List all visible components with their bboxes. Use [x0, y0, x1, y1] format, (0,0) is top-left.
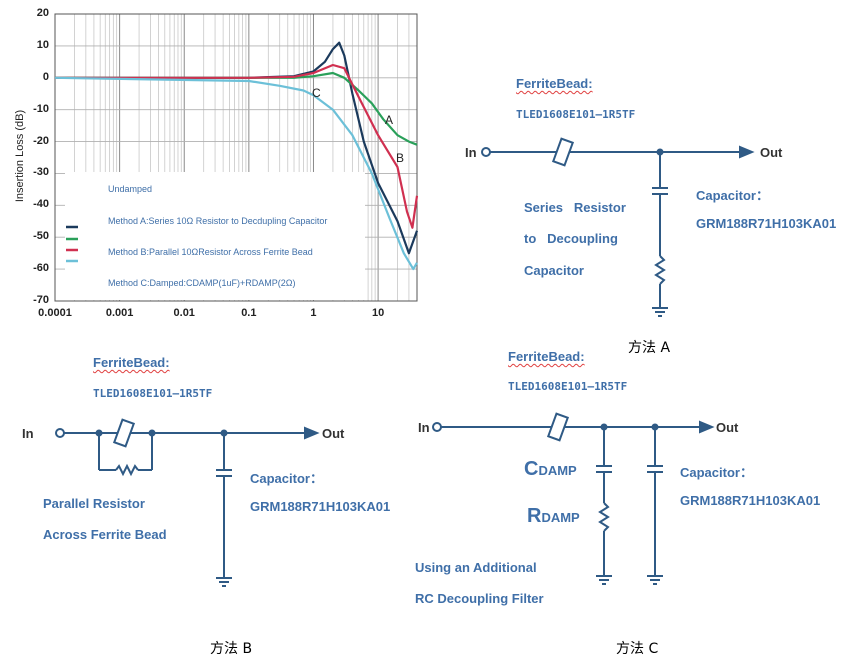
- circuit-c-caption: 方法 C: [616, 641, 659, 657]
- circuit-c-part: TLED1608E101—1R5TF: [508, 380, 628, 393]
- series-line-2: [55, 63, 419, 229]
- circuit-b-caption: 方法 B: [210, 641, 253, 657]
- legend-entry-method-b: Method B:Parallel 10ΩResistor Across Fer…: [108, 247, 313, 257]
- circuit-c-cap-part: GRM188R71H103KA01: [680, 493, 821, 508]
- circuit-c-out-arrow: [699, 420, 715, 434]
- chart-series: [54, 41, 419, 271]
- circuit-c-out-label: Out: [716, 420, 739, 435]
- circuit-c-in-terminal: [432, 422, 442, 432]
- circuit-b-resistor: [115, 463, 139, 477]
- circuit-b-out-arrow: [304, 426, 320, 440]
- circuit-a-desc-3: Capacitor: [524, 263, 584, 278]
- circuit-a-desc-1: Series Resistor: [524, 200, 626, 215]
- circuit-c-cap-label: Capacitor：: [680, 465, 753, 480]
- x-tick-label: 10: [371, 307, 385, 319]
- circuit-b-out-label: Out: [322, 426, 345, 441]
- y-tick-label: -40: [33, 198, 49, 211]
- x-tick-label: 1: [310, 307, 317, 319]
- circuit-a-in-label: In: [465, 145, 477, 160]
- y-tick-label: 0: [42, 70, 49, 83]
- circuit-c-cdamp-label: CDAMP: [524, 458, 577, 481]
- y-tick-label: 10: [36, 38, 49, 51]
- circuit-b-ferrite-bead: [112, 418, 136, 448]
- circuit-a-out-arrow: [739, 145, 755, 159]
- chart-legend: [65, 172, 365, 300]
- circuit-c-rdamp-label: RDAMP: [527, 505, 580, 528]
- series-line-3: [54, 76, 418, 271]
- circuit-b-cap-part: GRM188R71H103KA01: [250, 499, 391, 514]
- y-tick-label: -10: [33, 102, 49, 115]
- circuit-b-cap-label: Capacitor：: [250, 471, 323, 486]
- y-tick-label: -30: [33, 166, 49, 179]
- circuit-c-in-label: In: [418, 420, 430, 435]
- circuit-b-part: TLED1608E101—1R5TF: [93, 387, 213, 400]
- y-tick-label: -50: [33, 230, 49, 243]
- rdamp-main: R: [527, 505, 542, 527]
- annotation-b: B: [396, 151, 405, 165]
- circuit-b-in-label: In: [22, 426, 34, 441]
- circuit-a-out-label: Out: [760, 145, 783, 160]
- x-tick-label: 0.1: [241, 307, 257, 319]
- annotation-c: C: [312, 86, 321, 100]
- circuit-b-title: FerriteBead:: [93, 355, 170, 370]
- legend-entry-method-a: Method A:Series 10Ω Resistor to Decdupli…: [108, 216, 328, 226]
- circuit-c-title: FerriteBead:: [508, 349, 585, 364]
- circuit-a-title: FerriteBead:: [516, 76, 593, 91]
- circuit-b-desc-1: Parallel Resistor: [43, 496, 145, 511]
- legend-entry-undamped: Undamped: [108, 184, 153, 194]
- circuit-a-part: TLED1608E101—1R5TF: [516, 108, 636, 121]
- x-tick-label: 0.01: [173, 307, 195, 319]
- circuit-a-node: [656, 148, 664, 156]
- y-tick-label: -20: [33, 134, 49, 147]
- rdamp-sub: DAMP: [541, 510, 580, 525]
- circuit-a-resistor: [654, 255, 666, 285]
- circuit-c-desc-2: RC Decoupling Filter: [415, 591, 544, 606]
- circuit-c-ferrite-bead: [546, 412, 570, 442]
- circuit-c-desc-1: Using an Additional: [415, 560, 537, 575]
- x-tick-label: 0.0001: [38, 307, 72, 319]
- x-tick-label: 0.001: [105, 307, 134, 319]
- y-tick-label: -60: [33, 262, 49, 275]
- circuit-c-rdamp: [598, 502, 610, 532]
- circuit-a-desc-2: to Decoupling: [524, 231, 618, 246]
- circuit-a-caption: 方法 A: [628, 340, 671, 356]
- circuit-a-cap-label: Capacitor：: [696, 188, 769, 203]
- legend-entry-method-c: Method C:Damped:CDAMP(1uF)+RDAMP(2Ω): [108, 278, 296, 288]
- cdamp-main: C: [524, 458, 539, 480]
- circuit-b-desc-2: Across Ferrite Bead: [43, 527, 167, 542]
- y-tick-label: 20: [36, 7, 49, 19]
- y-tick-label: -70: [33, 294, 49, 306]
- plot-frame: [54, 13, 418, 302]
- circuit-a-ferrite-bead: [551, 137, 575, 167]
- circuit-a-cap-part: GRM188R71H103KA01: [696, 216, 837, 231]
- cdamp-sub: DAMP: [538, 463, 577, 478]
- annotation-a: A: [385, 113, 394, 127]
